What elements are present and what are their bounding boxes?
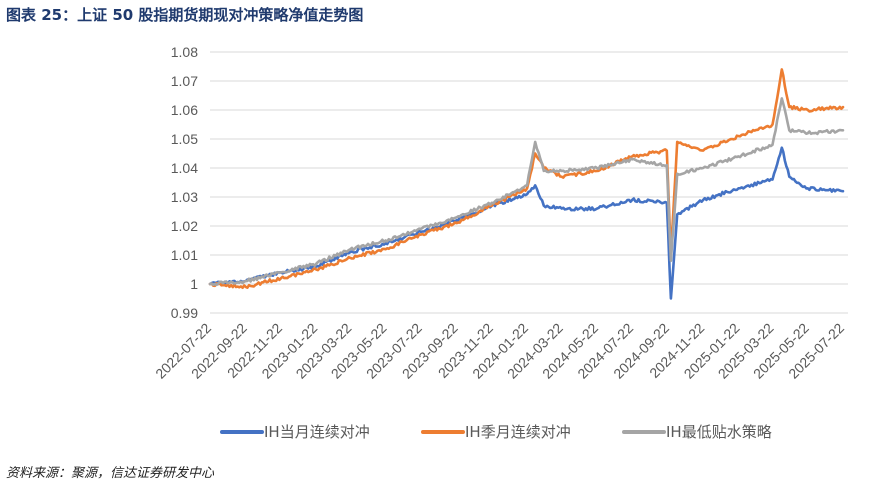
y-tick-label: 1.03 — [171, 189, 198, 205]
y-tick-label: 0.99 — [171, 305, 198, 321]
chart-title: 图表 25：上证 50 股指期货期现对冲策略净值走势图 — [6, 6, 364, 24]
source-note: 资料来源：聚源，信达证券研发中心 — [6, 466, 215, 481]
y-tick-label: 1.02 — [171, 218, 198, 234]
y-tick-label: 1.04 — [171, 160, 198, 176]
y-tick-label: 1.07 — [171, 73, 198, 89]
series-lines — [208, 68, 845, 300]
y-tick-label: 1.06 — [171, 102, 198, 118]
y-tick-label: 1.05 — [171, 131, 198, 147]
y-tick-label: 1.01 — [171, 247, 198, 263]
gridlines — [210, 51, 848, 314]
legend-label: IH当月连续对冲 — [264, 423, 370, 441]
legend-label: IH季月连续对冲 — [465, 423, 571, 441]
x-axis-ticks: 2022-07-222022-09-222022-11-222023-01-22… — [152, 320, 847, 382]
series-line-3 — [208, 97, 845, 287]
y-tick-label: 1 — [190, 276, 198, 292]
series-line-1 — [208, 146, 845, 300]
line-chart: 0.99 1 1.01 1.02 1.03 1.04 1.05 1.06 1.07 1.08 20… — [152, 44, 848, 441]
legend-label: IH最低贴水策略 — [666, 423, 772, 441]
legend: IH当月连续对冲 IH季月连续对冲 IH最低贴水策略 — [220, 423, 772, 441]
y-tick-label: 1.08 — [171, 44, 198, 60]
y-axis-ticks: 0.99 1 1.01 1.02 1.03 1.04 1.05 1.06 1.07 1.08 — [171, 44, 198, 321]
